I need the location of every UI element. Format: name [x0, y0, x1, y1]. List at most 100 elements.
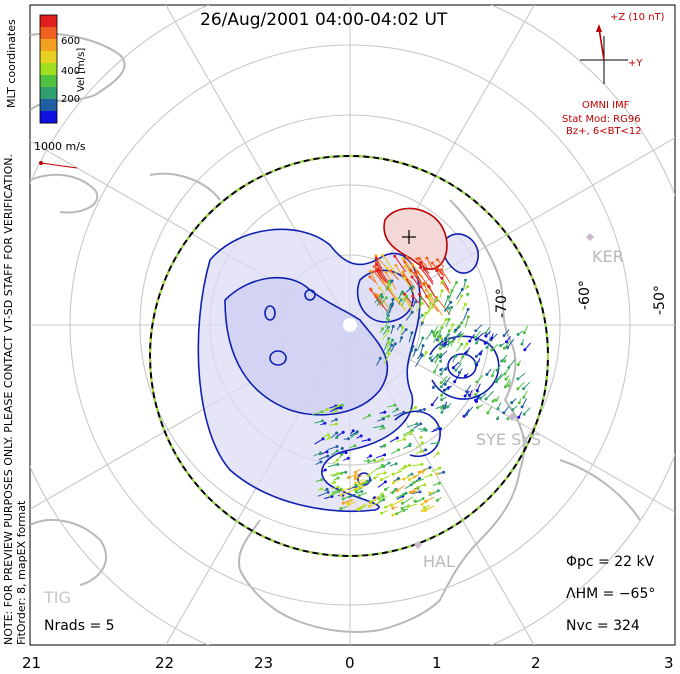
velocity-vector [384, 319, 389, 329]
velocity-vector [393, 478, 399, 482]
velocity-vector [414, 355, 423, 367]
velocity-vector [415, 272, 422, 283]
station-label-tig: TIG [44, 588, 71, 607]
velocity-vector [440, 359, 443, 362]
velocity-vector [388, 284, 390, 290]
velocity-vector [442, 330, 450, 343]
velocity-vector [456, 343, 463, 352]
colorbar-segment [40, 111, 57, 124]
velocity-vector [437, 259, 445, 268]
colorbar-segment [40, 27, 57, 40]
velocity-vector [422, 312, 427, 323]
velocity-vector [329, 406, 341, 413]
velocity-vector [368, 469, 377, 476]
velocity-vector [466, 294, 469, 297]
velocity-vector [320, 422, 326, 426]
imf-model-1: Stat Mod: RG96 [562, 114, 641, 125]
velocity-vector [517, 330, 524, 335]
velocity-vector [433, 298, 438, 306]
longitude-label-60: -60° [577, 280, 593, 310]
velocity-vector [419, 436, 422, 439]
velocity-vector [432, 482, 440, 486]
velocity-vector [370, 270, 378, 286]
velocity-vector [397, 465, 406, 472]
velocity-vector [475, 324, 483, 332]
velocity-vector [385, 486, 390, 490]
velocity-vector [475, 330, 482, 338]
velocity-vector [382, 326, 389, 336]
velocity-vector [377, 418, 384, 422]
velocity-vector [329, 473, 339, 476]
velocity-vector [523, 407, 531, 415]
velocity-vector [504, 378, 511, 387]
velocity-vector [444, 376, 451, 385]
velocity-vector [508, 359, 516, 368]
velocity-vector [376, 493, 383, 499]
velocity-vector [339, 454, 343, 459]
velocity-vector [334, 437, 338, 440]
velocity-vector [411, 346, 414, 351]
velocity-vector [403, 298, 414, 312]
velocity-vector [431, 353, 439, 361]
velocity-vector [322, 434, 329, 438]
velocity-vector [445, 319, 450, 328]
velocity-vector [343, 457, 349, 461]
velocity-vector [445, 366, 448, 370]
velocity-vector [333, 459, 338, 464]
velocity-vector [434, 354, 439, 364]
mlt-label-23: 23 [254, 654, 274, 672]
velocity-vector [375, 454, 385, 459]
velocity-vector [385, 281, 390, 292]
velocity-vector [327, 492, 335, 498]
velocity-vector [466, 406, 474, 415]
velocity-vector [410, 286, 414, 293]
velocity-vector [511, 398, 517, 403]
velocity-vector [459, 332, 464, 336]
velocity-vector [393, 478, 402, 484]
station-label-ker: KER [592, 247, 624, 266]
velocity-vector [355, 481, 368, 486]
velocity-vector [372, 497, 375, 500]
velocity-vector [447, 402, 452, 408]
velocity-vector [486, 368, 492, 375]
velocity-vector [340, 447, 343, 450]
velocity-vector [419, 267, 434, 285]
velocity-vector [387, 404, 396, 408]
velocity-vector [469, 333, 476, 342]
velocity-vector [415, 442, 423, 448]
velocity-vector [425, 331, 433, 341]
velocity-vector [466, 384, 472, 392]
velocity-vector [424, 504, 431, 509]
velocity-vector [376, 358, 381, 366]
velocity-vector [438, 327, 443, 336]
velocity-vector [450, 341, 454, 347]
imf-y-label: +Y [628, 58, 643, 69]
scale-vector [39, 161, 78, 169]
velocity-vector [439, 290, 443, 298]
velocity-vector [409, 475, 418, 481]
velocity-vector [383, 462, 390, 467]
stat-n-rads: Nrads = 5 [44, 618, 115, 634]
velocity-vector [378, 269, 387, 283]
velocity-vector [463, 279, 466, 289]
velocity-vector [492, 398, 496, 402]
velocity-vector [518, 411, 523, 418]
velocity-vector [445, 333, 451, 339]
velocity-vector [419, 468, 427, 473]
velocity-vector [374, 475, 379, 479]
velocity-vector [434, 329, 441, 337]
velocity-vector [390, 270, 400, 281]
colorbar-segment [40, 75, 57, 88]
velocity-vector [391, 299, 394, 307]
velocity-vector [349, 431, 358, 437]
velocity-vector [377, 481, 386, 488]
velocity-vector [354, 468, 362, 473]
velocity-vector [399, 337, 403, 343]
contour-small-2 [269, 350, 287, 366]
mlt-label-0: 0 [345, 654, 355, 672]
velocity-vector [477, 404, 484, 409]
velocity-vector [374, 458, 383, 463]
velocity-vector [376, 296, 383, 307]
velocity-vector [412, 301, 417, 308]
velocity-vector [432, 382, 436, 388]
